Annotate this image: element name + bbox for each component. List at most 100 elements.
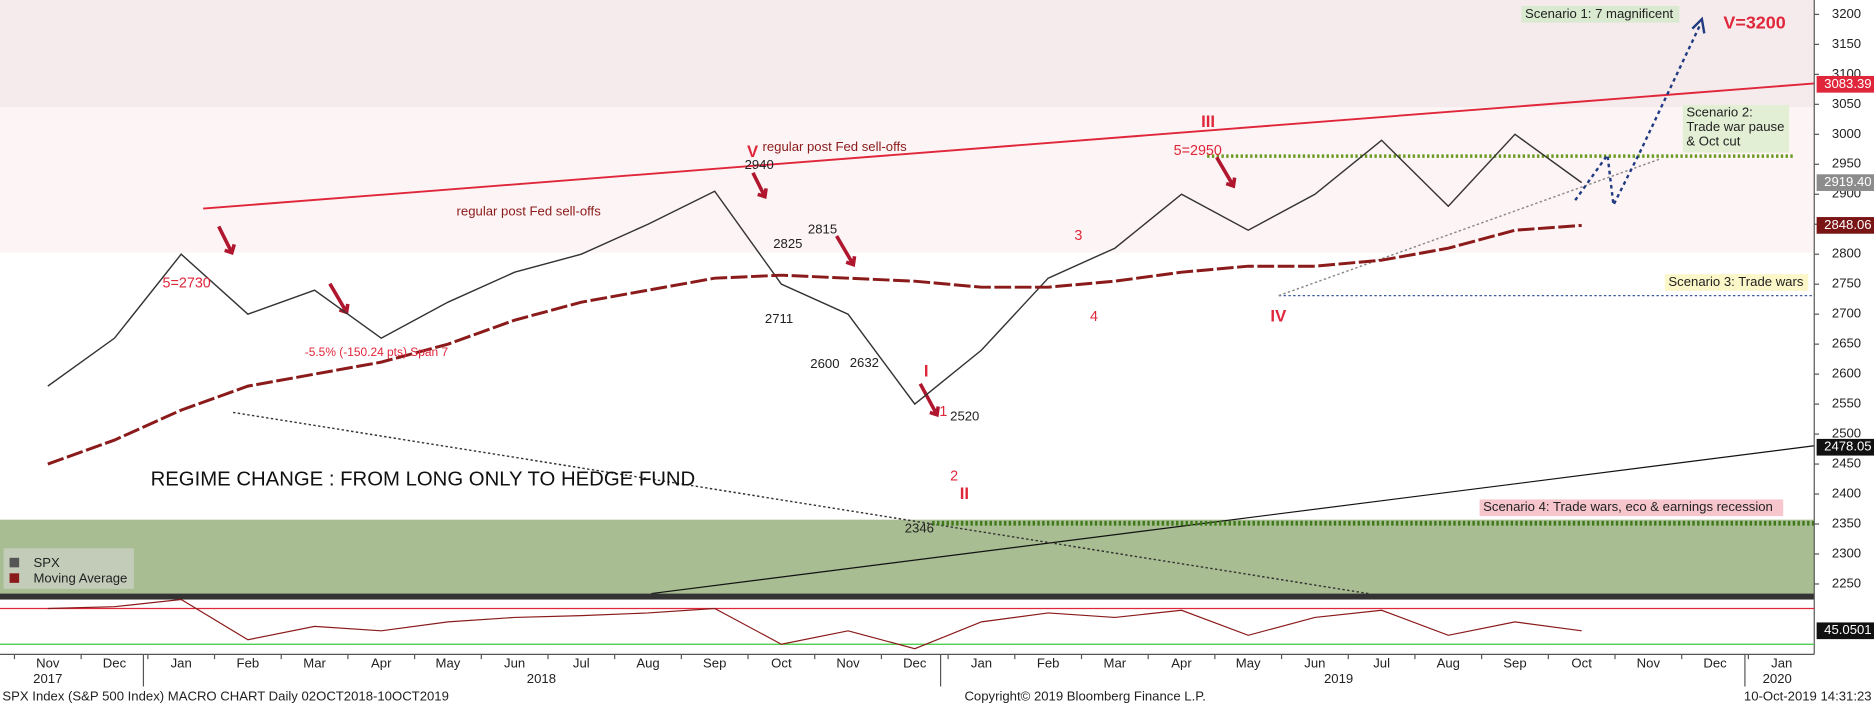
annotation: 2632 (850, 355, 879, 370)
year-label: 2017 (33, 671, 62, 686)
annotation: V=3200 (1723, 13, 1785, 33)
annotation: 5=2950 (1174, 143, 1222, 159)
y-tick-label: 2950 (1832, 156, 1861, 171)
annotation: III (1201, 112, 1215, 131)
x-tick-label: Oct (1571, 655, 1592, 670)
note-box (1521, 5, 1680, 23)
annotation: Scenario 1: 7 magnificent (1525, 6, 1673, 21)
year-label: 2018 (527, 671, 556, 686)
y-tick-label: 2550 (1832, 396, 1861, 411)
annotation: -5.5% (-150.24 pts) Span 7 (305, 345, 449, 359)
annotation: 2346 (905, 521, 934, 536)
series-line (47, 223, 1582, 466)
legend-swatch (9, 557, 20, 568)
y-tick-label: 2350 (1832, 515, 1861, 530)
y-tick-label: 3000 (1832, 126, 1861, 141)
y-tick-label: 2800 (1832, 246, 1861, 261)
x-tick-label: Feb (1037, 655, 1060, 670)
x-tick-label: Jul (1373, 655, 1390, 670)
y-tick-label: 2500 (1832, 426, 1861, 441)
y-tick-label: 2700 (1832, 306, 1861, 321)
legend-label: Moving Average (33, 571, 127, 586)
y-tick-label: 2400 (1832, 486, 1861, 501)
footer-center: Copyright© 2019 Bloomberg Finance L.P. (964, 689, 1205, 704)
x-tick-label: Jan (971, 655, 992, 670)
annotation: Scenario 3: Trade wars (1668, 274, 1803, 289)
annotation: I (924, 361, 929, 380)
arrow (918, 382, 940, 418)
annotation: 2825 (773, 236, 802, 251)
x-tick-label: Jun (1304, 655, 1325, 670)
x-tick-label: Oct (771, 655, 792, 670)
y-tick-label: 2250 (1832, 575, 1861, 590)
annotation: & Oct cut (1686, 133, 1740, 148)
y-tick-label: 2750 (1832, 276, 1861, 291)
price-tag (1816, 622, 1874, 640)
y-tick-label: 3050 (1832, 96, 1861, 111)
x-tick-label: Aug (636, 655, 659, 670)
price-tag-label: 3083.39 (1824, 76, 1871, 91)
annotation: Scenario 2: (1686, 105, 1752, 120)
x-tick-label: Sep (703, 655, 726, 670)
x-tick-label: Nov (36, 655, 60, 670)
legend-swatch (9, 573, 20, 583)
note-box (1664, 274, 1809, 291)
legend-box (3, 548, 134, 589)
x-tick-label: Aug (1437, 655, 1460, 670)
y-tick-label: 2450 (1832, 456, 1861, 471)
annotation: IV (1270, 306, 1287, 325)
note-box (1682, 104, 1790, 153)
annotation: 2600 (810, 356, 839, 371)
price-tag (1816, 75, 1874, 93)
arrow (328, 282, 350, 315)
y-tick-label: 3200 (1832, 6, 1861, 21)
annotation: II (960, 484, 969, 503)
x-tick-label: Apr (371, 655, 392, 670)
footer-right: 10-Oct-2019 14:31:23 (1744, 689, 1872, 704)
price-tag (1816, 217, 1874, 234)
x-tick-label: Jan (171, 655, 192, 670)
annotation: 2520 (950, 409, 979, 424)
x-tick-label: Sep (1503, 655, 1526, 670)
annotation: 5=2730 (163, 275, 211, 291)
x-tick-label: Feb (237, 655, 260, 670)
x-tick-label: Nov (1637, 655, 1661, 670)
x-tick-label: Jan (1771, 655, 1792, 670)
arrow-head (1691, 16, 1706, 34)
support-dotted-line (1278, 157, 1662, 297)
arrow (751, 172, 768, 200)
annotation: 2711 (765, 311, 793, 326)
arrow (1215, 156, 1237, 189)
arrow (217, 225, 236, 255)
annotation: 2815 (808, 222, 837, 237)
x-tick-label: Jun (504, 655, 525, 670)
axis-bg (1814, 0, 1874, 708)
annotation: V (747, 142, 759, 161)
price-tag (1816, 438, 1874, 456)
x-tick-label: Mar (1104, 655, 1127, 670)
annotation: 3 (1074, 228, 1082, 244)
y-tick-label: 2300 (1832, 545, 1861, 560)
x-tick-label: May (436, 655, 461, 670)
annotation: Trade war pause (1686, 119, 1784, 134)
x-tick-label: Dec (1703, 655, 1727, 670)
year-label: 2020 (1763, 671, 1792, 686)
note-box (1479, 499, 1784, 517)
support-zone (0, 519, 1815, 594)
annotation: 2940 (745, 157, 774, 172)
x-tick-label: Jul (573, 655, 590, 670)
year-label: 2019 (1324, 671, 1353, 686)
annotation: 1 (939, 404, 947, 420)
annotation: Scenario 4: Trade wars, eco & earnings r… (1483, 499, 1773, 514)
y-tick-label: 2600 (1832, 366, 1861, 381)
rsi-line (47, 598, 1582, 650)
price-tag (1816, 174, 1874, 191)
price-tag-label: 2478.05 (1824, 439, 1871, 454)
down-dotted-line (232, 411, 1369, 595)
annotation: REGIME CHANGE : FROM LONG ONLY TO HEDGE … (151, 469, 696, 491)
price-tag-label: 2848.06 (1824, 217, 1871, 232)
mid-zone (0, 107, 1815, 253)
upper-zone (0, 0, 1815, 108)
